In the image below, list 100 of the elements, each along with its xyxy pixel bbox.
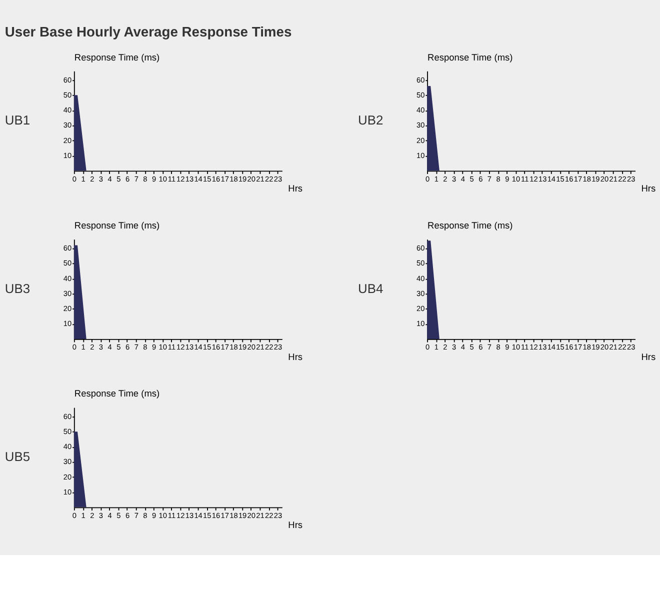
x-axis-title: Hrs — [641, 184, 656, 194]
x-tick-label: 12 — [176, 510, 185, 520]
x-tick-label: 15 — [556, 342, 564, 352]
x-tick-label: 8 — [143, 510, 148, 520]
x-tick-label: 6 — [125, 510, 130, 520]
y-tick-label: 50 — [416, 258, 425, 268]
x-tick-label: 0 — [72, 174, 76, 184]
text: User Base Hourly Average Response Times — [4, 24, 292, 40]
x-tick-label: 18 — [582, 174, 591, 184]
x-tick-label: 3 — [452, 342, 456, 352]
x-tick-label: 4 — [108, 510, 112, 520]
x-tick-label: 3 — [98, 510, 104, 520]
x-tick-label: 8 — [143, 174, 148, 184]
y-tick-label: 20 — [63, 136, 72, 145]
x-tick-label: 8 — [496, 342, 500, 352]
x-tick-label: 8 — [496, 174, 500, 184]
x-axis-title: Hrs — [288, 184, 303, 194]
x-tick-label: 15 — [203, 510, 212, 520]
y-tick-label: 10 — [63, 487, 72, 496]
x-tick-label: 15 — [556, 174, 564, 184]
x-tick-label: 11 — [521, 174, 529, 184]
y-axis-title: Response Time (ms) — [74, 220, 160, 231]
x-tick-label: 11 — [521, 342, 529, 352]
x-tick-label: 15 — [203, 174, 212, 184]
x-tick-label: 16 — [565, 174, 574, 184]
x-tick-label: 9 — [152, 510, 156, 520]
y-tick-label: 50 — [63, 90, 72, 100]
x-tick-label: 1 — [434, 174, 438, 184]
x-tick-label: 19 — [238, 510, 247, 520]
x-tick-label: 19 — [238, 342, 247, 352]
x-axis-title: Hrs — [288, 352, 303, 362]
x-tick-label: 2 — [443, 342, 448, 352]
x-tick-label: 22 — [265, 174, 274, 184]
x-tick-label: 10 — [158, 174, 168, 184]
x-tick-label: 10 — [512, 342, 520, 352]
x-tick-label: 13 — [538, 342, 547, 352]
y-tick-label: 60 — [63, 75, 72, 84]
y-tick-label: 40 — [416, 106, 425, 115]
x-tick-label: 7 — [134, 510, 138, 520]
x-tick-label: 5 — [116, 342, 121, 352]
y-tick-label: 20 — [63, 472, 72, 482]
x-tick-label: 3 — [452, 174, 456, 184]
x-tick-label: 2 — [90, 174, 94, 184]
x-tick-label: 17 — [220, 174, 229, 184]
x-tick-label: 20 — [247, 342, 256, 352]
x-tick-label: 10 — [158, 342, 168, 352]
x-tick-label: 12 — [176, 342, 185, 352]
x-tick-label: 6 — [125, 174, 130, 184]
x-tick-label: 9 — [505, 342, 510, 352]
x-tick-label: 20 — [247, 510, 256, 520]
x-tick-label: 3 — [98, 342, 104, 352]
y-tick-label: 40 — [416, 274, 425, 283]
x-tick-label: 11 — [168, 510, 176, 520]
x-tick-label: 9 — [505, 174, 510, 184]
x-tick-label: 7 — [134, 342, 138, 352]
x-tick-label: 13 — [185, 510, 194, 520]
x-tick-label: 8 — [143, 342, 148, 352]
x-tick-label: 20 — [600, 342, 609, 352]
x-tick-label: 20 — [600, 174, 609, 184]
x-tick-label: 14 — [194, 510, 202, 520]
x-tick-label: 19 — [592, 342, 600, 352]
x-tick-label: 7 — [487, 342, 492, 352]
x-tick-label: 21 — [256, 510, 264, 520]
y-tick-label: 20 — [416, 304, 425, 314]
y-tick-label: 30 — [63, 457, 72, 466]
x-tick-label: 1 — [81, 510, 86, 520]
x-tick-label: 1 — [434, 342, 438, 352]
x-tick-label: 6 — [125, 342, 130, 352]
y-tick-label: 20 — [416, 136, 425, 145]
x-tick-label: 17 — [574, 174, 582, 184]
x-tick-label: 21 — [609, 342, 618, 352]
x-tick-label: 9 — [152, 342, 156, 352]
x-tick-label: 12 — [176, 174, 185, 184]
x-tick-label: 7 — [134, 174, 138, 184]
x-tick-label: 2 — [90, 510, 94, 520]
y-tick-label: 10 — [63, 319, 72, 328]
y-tick-label: 50 — [63, 426, 72, 436]
x-tick-label: 18 — [230, 174, 238, 184]
y-axis-title: Response Time (ms) — [428, 52, 513, 62]
x-tick-label: 5 — [116, 510, 121, 520]
x-tick-label: 16 — [565, 342, 574, 352]
x-tick-label: 21 — [256, 342, 264, 352]
x-tick-label: 20 — [247, 174, 256, 184]
x-tick-label: 16 — [212, 174, 220, 184]
y-tick-label: 10 — [416, 150, 425, 160]
y-tick-label: 60 — [63, 244, 72, 253]
x-tick-label: 4 — [460, 174, 465, 184]
x-tick-label: 14 — [194, 174, 202, 184]
text: UB4 — [358, 280, 384, 296]
x-tick-label: 6 — [478, 174, 483, 184]
y-tick-label: 30 — [63, 288, 72, 298]
y-tick-label: 20 — [63, 304, 72, 314]
x-tick-label: 21 — [609, 174, 618, 184]
x-tick-label: 4 — [460, 342, 465, 352]
x-tick-label: 10 — [158, 510, 168, 520]
x-tick-label: 2 — [443, 174, 448, 184]
x-tick-label: 4 — [108, 342, 112, 352]
x-tick-label: 23 — [274, 174, 282, 184]
x-tick-label: 1 — [81, 174, 86, 184]
x-tick-label: 19 — [238, 174, 247, 184]
